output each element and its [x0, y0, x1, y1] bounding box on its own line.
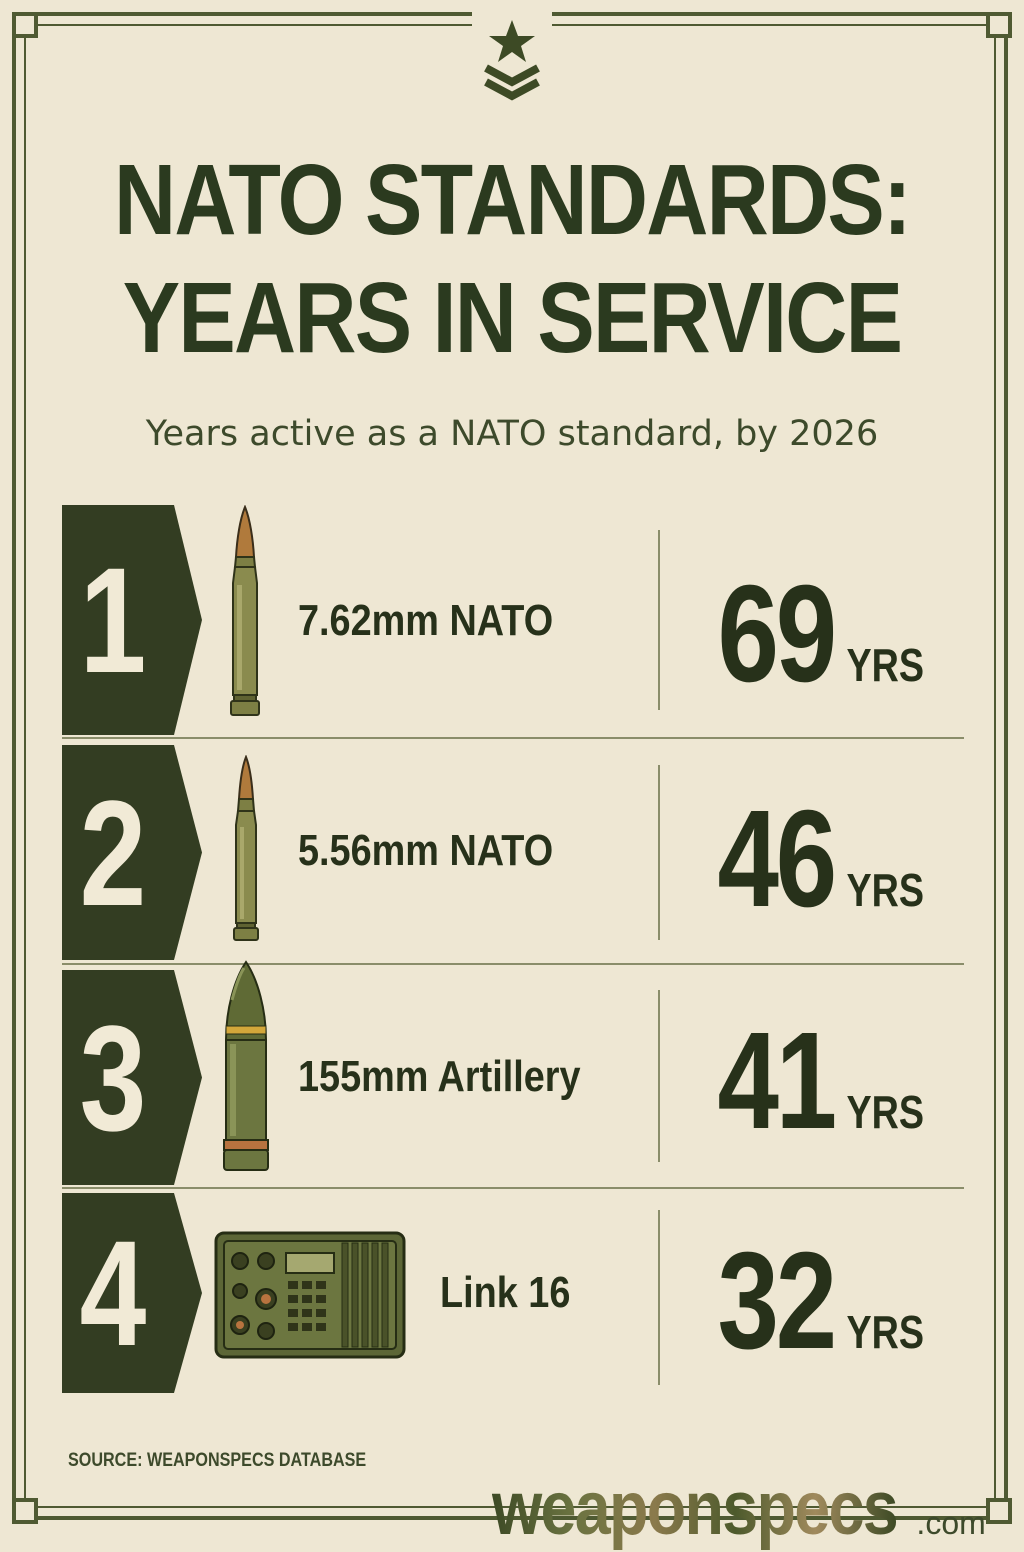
star-chevron-emblem-icon [472, 12, 552, 102]
item-name: 155mm Artillery [298, 1052, 581, 1101]
brand-domain: .com [916, 1505, 986, 1541]
column-divider [658, 990, 660, 1162]
years-value: 46 YRS [672, 790, 964, 928]
rank-badge: 4 [62, 1193, 202, 1393]
item-name: 5.56mm NATO [298, 826, 554, 875]
brand-logo[interactable]: weaponspecs .com [492, 1465, 986, 1552]
rank-badge: 3 [62, 970, 202, 1185]
column-divider [658, 765, 660, 940]
column-divider [658, 530, 660, 710]
years-unit: YRS [846, 1306, 925, 1358]
years-number: 32 [717, 1224, 838, 1378]
rank-badge: 2 [62, 745, 202, 960]
years-number: 41 [717, 1004, 838, 1158]
years-number: 46 [717, 782, 838, 936]
row-divider [62, 737, 964, 739]
item-name: Link 16 [440, 1268, 571, 1317]
page-title-line1: NATO STANDARDS: [114, 144, 912, 256]
brand-name: weaponspecs [492, 1466, 899, 1551]
row-divider [62, 963, 964, 965]
item-name: 7.62mm NATO [298, 596, 554, 645]
page-subtitle: Years active as a NATO standard, by 2026 [145, 414, 879, 454]
row-divider [62, 1187, 964, 1189]
corner-ornament [12, 1498, 38, 1524]
years-unit: YRS [846, 864, 925, 916]
years-value: 32 YRS [672, 1232, 964, 1370]
corner-ornament [986, 1498, 1012, 1524]
small-cartridge-icon [228, 755, 264, 945]
page-title-line2: YEARS IN SERVICE [122, 262, 903, 374]
years-value: 69 YRS [672, 565, 964, 703]
column-divider [658, 1210, 660, 1385]
years-value: 41 YRS [672, 1012, 964, 1150]
years-number: 69 [717, 557, 838, 711]
source-note: SOURCE: WEAPONSPECS DATABASE [68, 1450, 367, 1471]
artillery-shell-icon [218, 960, 274, 1175]
years-unit: YRS [846, 1086, 925, 1138]
years-unit: YRS [846, 639, 925, 691]
radio-terminal-icon [210, 1225, 410, 1365]
rifle-cartridge-icon [220, 505, 270, 720]
corner-ornament [12, 12, 38, 38]
corner-ornament [986, 12, 1012, 38]
rank-badge: 1 [62, 505, 202, 735]
